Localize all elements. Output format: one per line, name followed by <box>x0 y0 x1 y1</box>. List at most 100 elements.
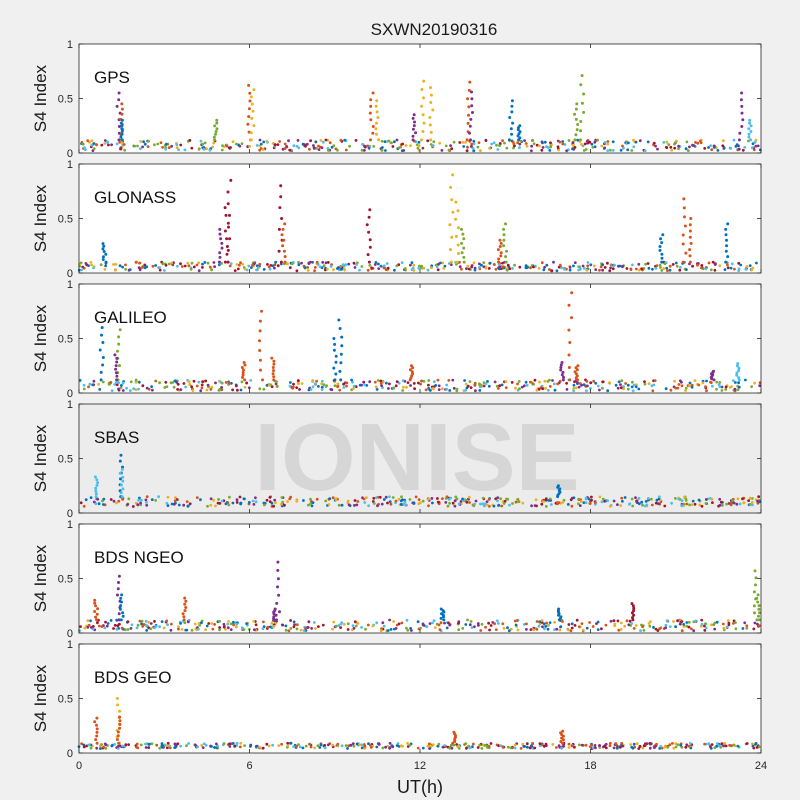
data-point <box>410 261 414 264</box>
data-point <box>88 140 91 144</box>
data-point <box>431 743 435 746</box>
data-point <box>410 370 414 374</box>
data-point <box>195 263 199 267</box>
data-point <box>369 743 372 747</box>
data-point <box>715 744 719 748</box>
data-point <box>682 623 686 626</box>
data-point <box>522 745 526 748</box>
data-point <box>483 504 486 508</box>
data-point <box>158 625 162 629</box>
data-point <box>219 380 223 384</box>
data-point <box>115 104 119 108</box>
y-tick-label: 0.5 <box>58 454 73 466</box>
data-point <box>331 627 334 631</box>
data-point <box>737 267 741 271</box>
data-point <box>638 268 641 272</box>
data-point <box>167 146 171 150</box>
data-point <box>272 375 276 379</box>
data-point <box>598 495 602 499</box>
data-point <box>684 251 688 255</box>
data-point <box>703 147 707 150</box>
data-point <box>709 268 713 272</box>
data-point <box>137 380 141 384</box>
data-point <box>441 497 444 500</box>
data-point <box>655 498 659 502</box>
data-point <box>419 626 422 630</box>
data-point <box>176 742 180 746</box>
data-point <box>451 378 455 382</box>
data-point <box>334 372 338 376</box>
data-point <box>724 249 728 253</box>
plot-area <box>79 164 761 273</box>
data-point <box>247 501 251 504</box>
data-point <box>738 502 742 506</box>
data-point <box>590 498 593 502</box>
data-point <box>80 268 83 272</box>
data-point <box>420 104 424 108</box>
y-tick-label: 0 <box>67 388 73 400</box>
data-point <box>291 386 295 390</box>
data-point <box>421 746 425 750</box>
data-point <box>451 173 455 177</box>
data-point <box>681 242 685 246</box>
data-point <box>195 384 199 388</box>
data-point <box>118 622 121 626</box>
data-point <box>470 142 474 146</box>
data-point <box>392 620 395 623</box>
data-point <box>368 245 372 249</box>
data-point <box>750 146 754 150</box>
data-point <box>286 744 290 747</box>
data-point <box>680 629 684 633</box>
data-point <box>118 140 122 144</box>
data-point <box>385 381 388 385</box>
data-point <box>439 607 443 611</box>
data-point <box>442 266 446 270</box>
data-point <box>506 497 510 501</box>
data-point <box>119 146 123 150</box>
data-point <box>488 628 491 632</box>
data-point <box>197 627 200 631</box>
data-point <box>757 614 760 618</box>
data-point <box>388 618 391 622</box>
data-point <box>504 260 508 264</box>
data-point <box>739 263 743 267</box>
data-point <box>523 623 526 626</box>
data-point <box>506 263 510 267</box>
data-point <box>94 738 98 742</box>
data-point <box>730 385 733 388</box>
data-point <box>107 383 111 386</box>
data-point <box>473 268 477 272</box>
data-point <box>547 499 551 502</box>
data-point <box>251 109 255 113</box>
data-point <box>176 388 180 391</box>
data-point <box>174 743 178 747</box>
data-point <box>368 144 372 148</box>
data-point <box>213 746 216 749</box>
data-point <box>754 576 758 580</box>
data-point <box>608 741 612 745</box>
data-point <box>272 615 276 619</box>
data-point <box>712 369 715 373</box>
data-point <box>363 744 367 748</box>
data-point <box>103 626 107 630</box>
data-point <box>572 389 575 393</box>
data-point <box>674 742 678 745</box>
data-point <box>84 148 87 152</box>
data-point <box>194 743 197 747</box>
data-point <box>447 148 451 152</box>
data-point <box>311 379 315 382</box>
data-point <box>218 620 222 623</box>
data-point <box>243 385 247 389</box>
data-point <box>703 629 707 632</box>
data-point <box>100 743 103 746</box>
data-point <box>186 504 190 508</box>
data-point <box>755 746 759 749</box>
data-point <box>427 504 430 508</box>
data-point <box>116 745 120 748</box>
data-point <box>115 356 119 360</box>
data-point <box>436 497 439 500</box>
data-point <box>455 743 459 746</box>
data-point <box>735 143 739 147</box>
data-point <box>349 743 353 747</box>
data-point <box>551 743 555 746</box>
